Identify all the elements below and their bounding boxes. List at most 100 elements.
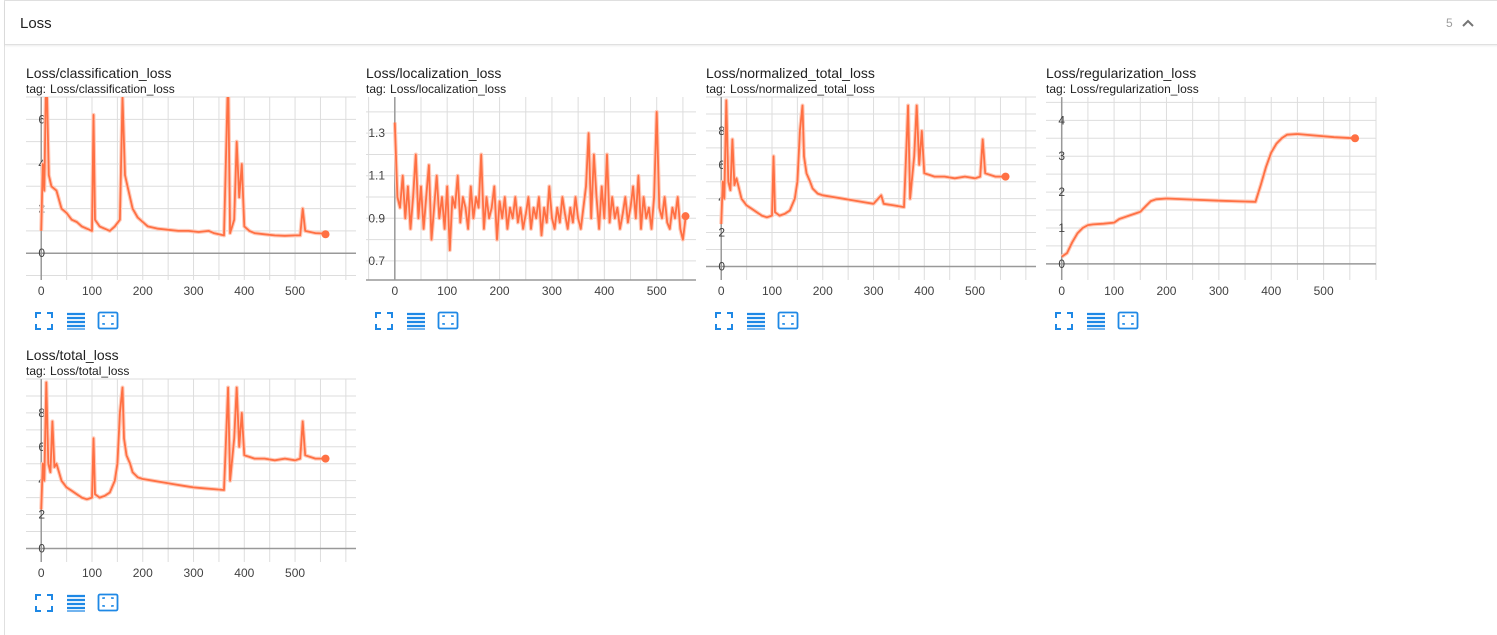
chart-card: Loss/total_loss tag: Loss/total_loss 0 100 20… [26,347,356,617]
series-line[interactable] [393,110,687,252]
fit-domain-icon[interactable] [436,310,460,332]
section-count: 5 [1446,16,1453,30]
chart-tag: tag: Loss/total_loss [26,364,129,378]
fullscreen-icon[interactable] [32,310,56,332]
y-tick-label: 2 [38,508,45,522]
chart-title: Loss/normalized_total_loss [706,65,875,81]
x-tick-label: 300 [184,284,204,298]
y-tick-label: 1.1 [368,169,385,183]
y-tick-label: 6 [38,112,45,126]
section-title: Loss [20,15,52,32]
loss-section: Loss 5 [4,0,1497,635]
chart-tag: tag: Loss/localization_loss [366,82,506,96]
fullscreen-icon[interactable] [712,310,736,332]
fullscreen-icon[interactable] [1052,310,1076,332]
y-tick-label: 6 [38,440,45,454]
x-tick-label: 200 [133,284,153,298]
section-header[interactable]: Loss 5 [5,1,1497,45]
chart-title: Loss/regularization_loss [1046,65,1197,81]
fullscreen-icon[interactable] [372,310,396,332]
x-tick-label: 300 [1209,284,1229,298]
tag-value: Loss/regularization_loss [1070,82,1199,96]
y-tick-label: 6 [718,158,725,172]
tag-value: Loss/classification_loss [50,82,175,96]
tag-prefix: tag: [26,82,47,96]
series-end-point[interactable] [321,454,330,463]
series-end-point[interactable] [1351,134,1360,143]
x-tick-label: 0 [391,284,398,298]
x-tick-label: 500 [647,284,667,298]
x-tick-label: 100 [82,566,102,580]
series-line[interactable] [1061,133,1356,258]
x-tick-label: 200 [490,284,510,298]
series-line[interactable] [40,64,326,237]
tag-prefix: tag: [26,364,47,378]
series-end-point[interactable] [1001,172,1010,181]
line-chart[interactable]: 0 100 200 300 400 500 0 1 2 3 4 [1046,97,1381,302]
fit-domain-icon[interactable] [1116,310,1140,332]
x-tick-label: 100 [82,284,102,298]
x-tick-label: 500 [285,566,305,580]
chart-title: Loss/localization_loss [366,65,502,81]
chart-card: Loss/classification_loss tag: Loss/classif… [26,65,356,335]
x-tick-label: 500 [285,284,305,298]
fit-domain-icon[interactable] [776,310,800,332]
line-chart[interactable]: 0 100 200 300 400 500 0.7 0.9 1.1 1.3 [366,97,701,302]
chart-card: Loss/regularization_loss tag: Loss/regular… [1046,65,1377,335]
y-tick-label: 8 [38,406,45,420]
data-list-icon[interactable] [64,310,88,332]
chart-card: Loss/localization_loss tag: Loss/localizat… [366,65,696,335]
data-list-icon[interactable] [64,592,88,614]
fit-domain-icon[interactable] [96,592,120,614]
y-tick-label: 0 [1058,257,1065,271]
tag-value: Loss/normalized_total_loss [730,82,875,96]
y-tick-label: 0 [38,246,45,260]
y-tick-label: 1 [1058,221,1065,235]
series-line[interactable] [40,381,326,510]
y-tick-label: 0 [718,259,725,273]
chart-tag: tag: Loss/classification_loss [26,82,175,96]
data-list-icon[interactable] [1084,310,1108,332]
series-end-point[interactable] [681,212,690,221]
x-tick-label: 0 [718,284,725,298]
y-tick-label: 0 [38,541,45,555]
x-tick-label: 100 [437,284,457,298]
x-tick-label: 300 [542,284,562,298]
fit-domain-icon[interactable] [96,310,120,332]
series-raw-line [392,109,688,253]
series-line[interactable] [720,99,1006,225]
y-tick-label: 0.9 [368,211,385,225]
x-tick-label: 400 [1261,284,1281,298]
x-tick-label: 300 [864,284,884,298]
series-end-point[interactable] [321,230,330,239]
data-list-icon[interactable] [404,310,428,332]
y-tick-label: 4 [1058,113,1065,127]
series-raw-line [1060,132,1356,259]
tag-value: Loss/total_loss [50,364,130,378]
x-tick-label: 200 [133,566,153,580]
x-tick-label: 0 [1058,284,1065,298]
x-tick-label: 400 [914,284,934,298]
x-tick-label: 100 [1104,284,1124,298]
x-tick-label: 400 [234,284,254,298]
data-list-icon[interactable] [744,310,768,332]
series-raw-line [39,380,326,510]
x-tick-label: 200 [1156,284,1176,298]
x-tick-label: 0 [38,284,45,298]
x-tick-label: 400 [594,284,614,298]
x-tick-label: 0 [38,566,45,580]
chart-card: Loss/normalized_total_loss tag: Loss/norma… [706,65,1036,335]
y-tick-label: 8 [718,124,725,138]
x-tick-label: 400 [234,566,254,580]
y-tick-label: 2 [718,226,725,240]
series-raw-line [719,98,1006,225]
tag-prefix: tag: [706,82,727,96]
chevron-up-icon[interactable] [1460,15,1476,31]
y-tick-label: 3 [1058,149,1065,163]
fullscreen-icon[interactable] [32,592,56,614]
chart-tag: tag: Loss/regularization_loss [1046,82,1199,96]
tag-prefix: tag: [366,82,387,96]
